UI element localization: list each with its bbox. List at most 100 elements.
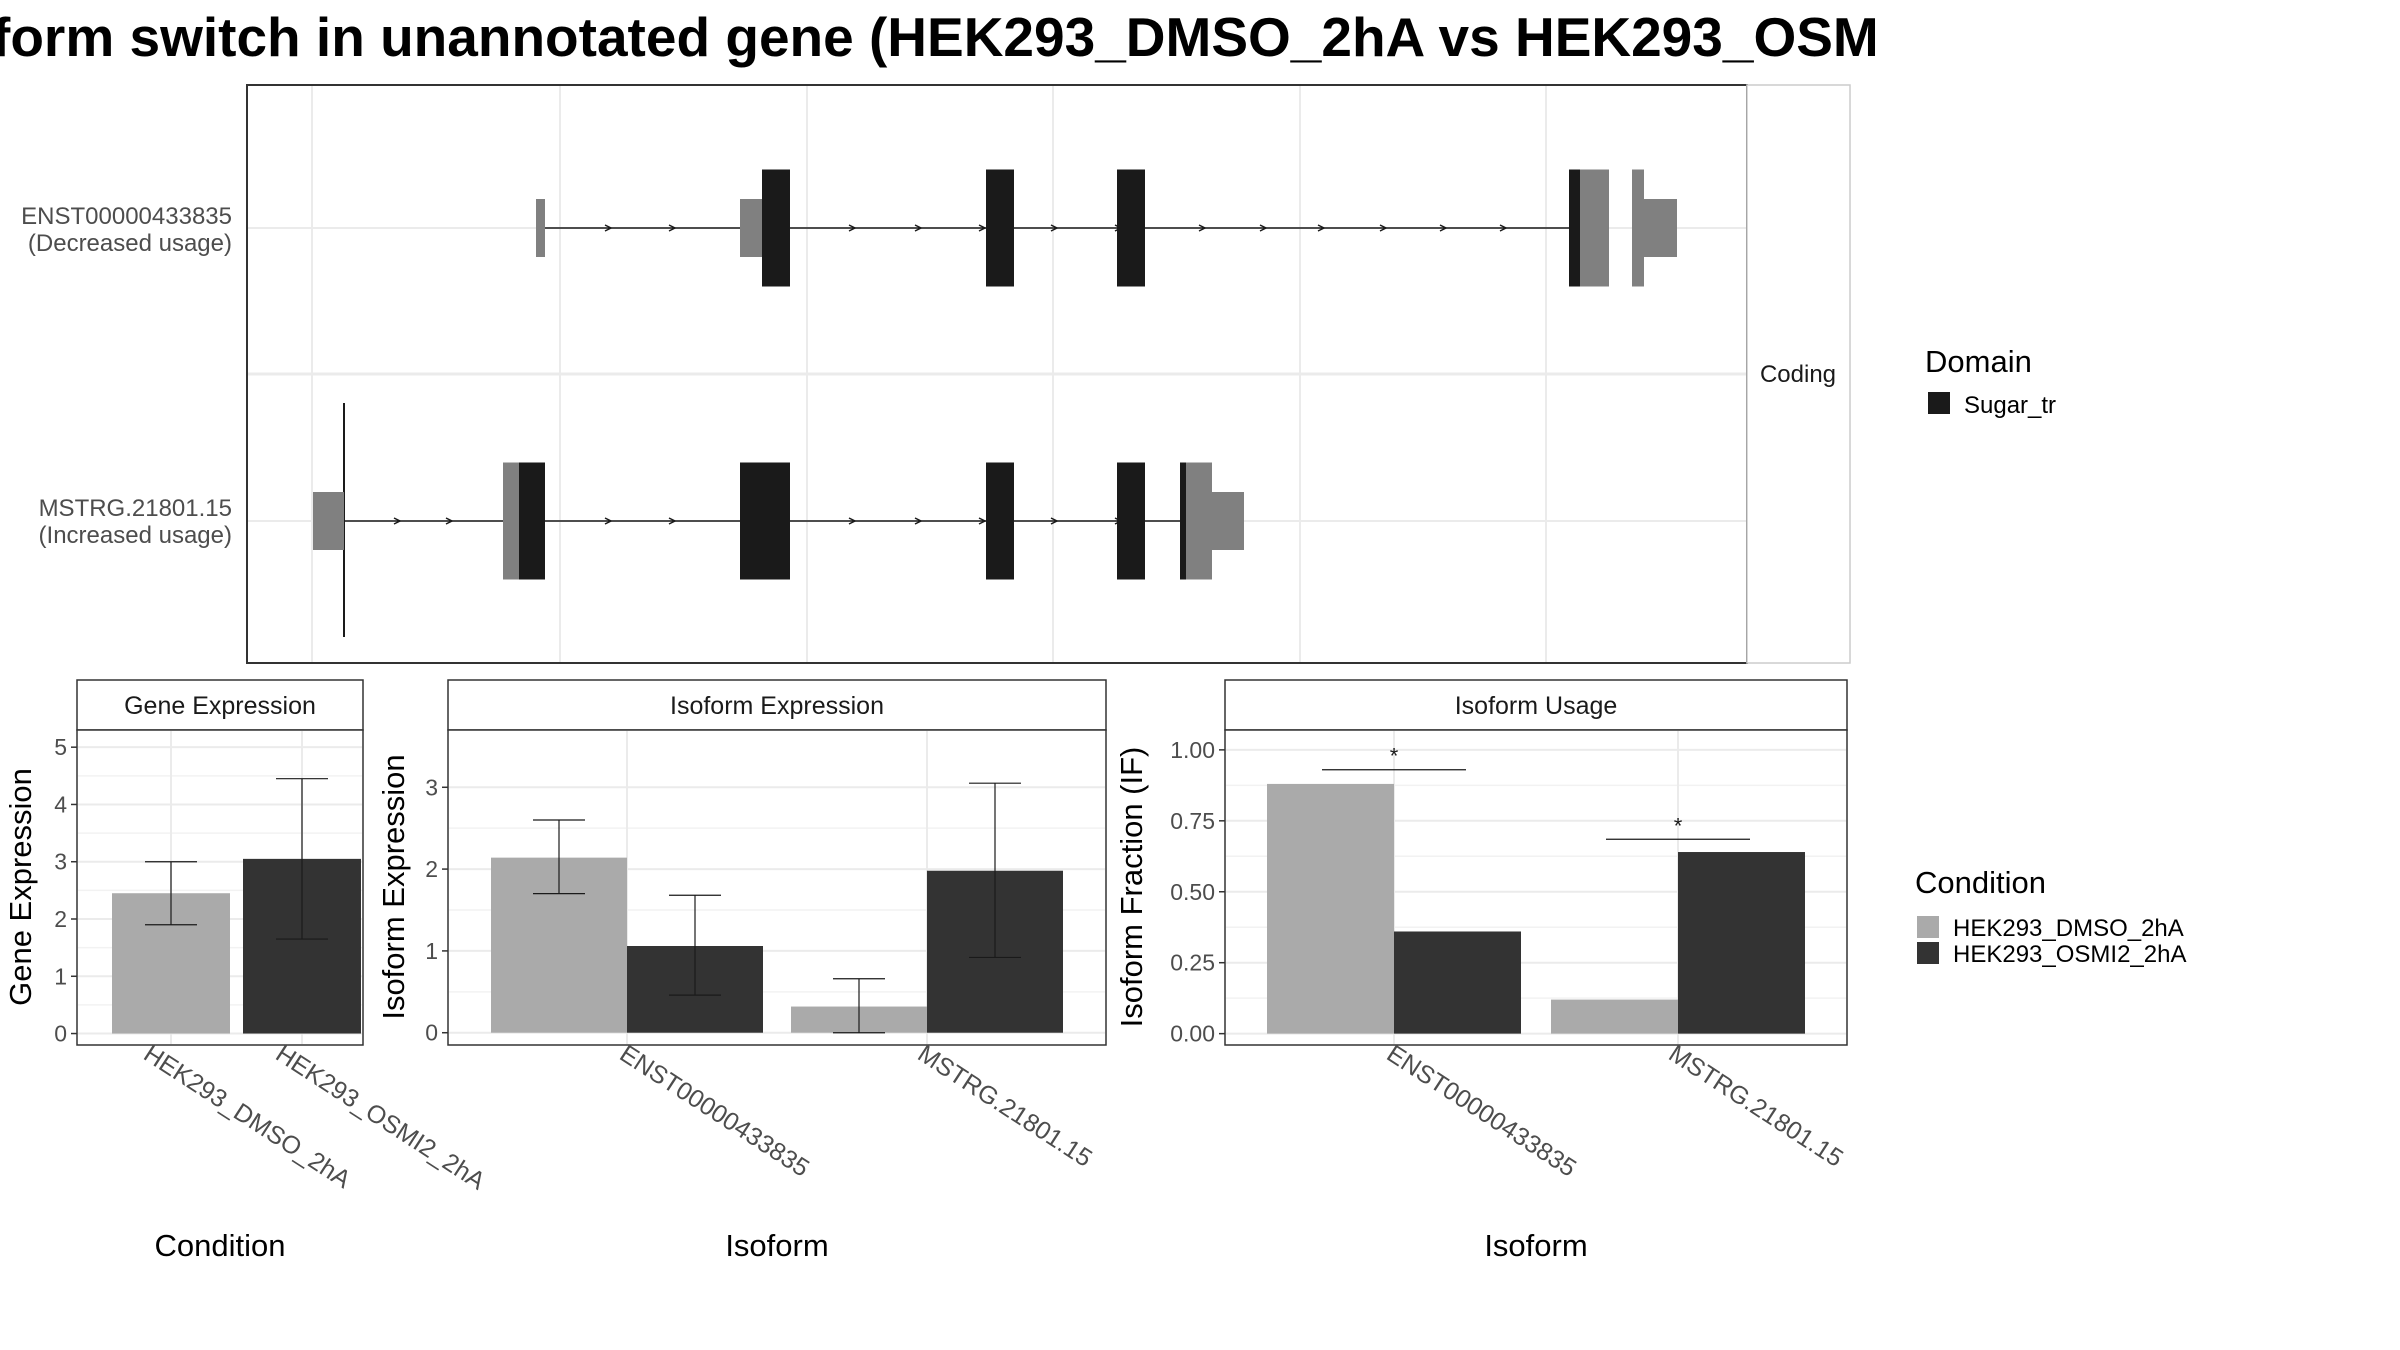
- exon-domain: [519, 462, 545, 580]
- isoform-label-1: ENST00000433835: [21, 203, 232, 230]
- intron-arrow: [668, 224, 677, 232]
- y-tick-label: 0.25: [1170, 950, 1215, 976]
- intron-arrow: [1259, 224, 1268, 232]
- isoform-expression-strip: [447, 679, 1107, 731]
- isoform-expression-title: Isoform Expression: [670, 692, 884, 720]
- exon-domain: [1117, 462, 1145, 580]
- isoform-usage-xlabel: Isoform: [1484, 1228, 1587, 1263]
- isoform-usage-strip: [1224, 679, 1848, 731]
- intron-arrow: [393, 517, 402, 525]
- significance-star: *: [1674, 813, 1683, 838]
- isoform-usage-2: (Increased usage): [39, 522, 232, 549]
- facet-strip-label: Coding: [1760, 361, 1836, 388]
- intron-arrow: [1439, 224, 1448, 232]
- y-tick-label: 1: [425, 938, 438, 964]
- intron-arrow: [445, 517, 454, 525]
- y-tick-label: 0.75: [1170, 808, 1215, 834]
- bar-HEK293_OSMI2_2hA-ENST00000433835: [1394, 931, 1521, 1034]
- exon-domain: [1569, 169, 1580, 287]
- isoform-expression-y-axis: 0 1 2 3: [425, 774, 448, 1046]
- exon-utr: [1644, 199, 1677, 257]
- isoform-usage-1: (Decreased usage): [28, 230, 232, 257]
- exon-utr: [313, 492, 344, 550]
- isoform-expression-xtick-2: MSTRG.21801.15: [913, 1040, 1097, 1173]
- intron-arrow: [604, 517, 613, 525]
- exon-domain: [986, 169, 1014, 287]
- exon-utr: [1212, 492, 1244, 550]
- facet-strip: [1746, 84, 1851, 664]
- exon-domain: [1180, 462, 1186, 580]
- intron-arrow: [914, 224, 923, 232]
- intron-arrow: [848, 517, 857, 525]
- gene-expression-xtick-2: HEK293_OSMI2_2hA: [271, 1040, 490, 1196]
- y-tick-label: 1.00: [1170, 737, 1215, 763]
- y-tick-label: 3: [54, 849, 67, 875]
- isoform-expression-xlabel: Isoform: [725, 1228, 828, 1263]
- transcript-panel: Coding ENST00000433835 (Decreased usage)…: [21, 84, 1851, 664]
- exon-utr: [536, 199, 545, 257]
- intron-arrow: [604, 224, 613, 232]
- intron-arrow: [668, 517, 677, 525]
- exon-domain: [1117, 169, 1145, 287]
- bar-HEK293_DMSO_2hA-ENST00000433835: [1267, 783, 1394, 1034]
- isoform-usage-xtick-2: MSTRG.21801.15: [1664, 1040, 1848, 1173]
- isoform-expression-xtick-1: ENST00000433835: [615, 1040, 814, 1183]
- bar-HEK293_DMSO_2hA-MSTRG.21801.15: [1551, 999, 1678, 1034]
- y-tick-label: 2: [425, 856, 438, 882]
- isoform-usage-ylabel: Isoform Fraction (IF): [1114, 747, 1149, 1028]
- isoform-usage-title: Isoform Usage: [1455, 692, 1618, 720]
- y-tick-label: 4: [54, 791, 67, 817]
- domain-legend-item: Sugar_tr: [1964, 392, 2056, 419]
- exon-utr: [1580, 169, 1609, 287]
- domain-legend-title: Domain: [1925, 344, 2032, 379]
- intron-arrow: [1499, 224, 1508, 232]
- y-tick-label: 0: [425, 1020, 438, 1046]
- intron-arrow: [1379, 224, 1388, 232]
- exon-domain: [986, 462, 1014, 580]
- y-tick-label: 0.00: [1170, 1021, 1215, 1047]
- isoform-usage-xtick-1: ENST00000433835: [1382, 1040, 1581, 1183]
- condition-legend-swatch-dmso: [1917, 916, 1939, 938]
- intron-arrow: [914, 517, 923, 525]
- domain-legend: Domain Sugar_tr: [1925, 344, 2056, 419]
- exon-utr: [1186, 462, 1212, 580]
- gene-expression-strip: [76, 679, 364, 731]
- y-tick-label: 0.50: [1170, 879, 1215, 905]
- exon-domain: [740, 462, 790, 580]
- gene-expression-xlabel: Condition: [155, 1228, 286, 1263]
- y-tick-label: 2: [54, 906, 67, 932]
- condition-legend-title: Condition: [1915, 865, 2046, 900]
- exon-utr: [1632, 169, 1644, 287]
- isoform-usage-y-axis: 0.00 0.25 0.50 0.75 1.00: [1170, 737, 1225, 1047]
- exon-utr: [740, 199, 765, 257]
- exon-domain: [762, 169, 790, 287]
- transcript-structures: [313, 169, 1677, 637]
- intron-arrow: [1198, 224, 1207, 232]
- gene-expression-bars: [112, 778, 361, 1034]
- isoform-label-2: MSTRG.21801.15: [39, 495, 232, 522]
- condition-legend: Condition HEK293_DMSO_2hA HEK293_OSMI2_2…: [1915, 865, 2186, 968]
- isoform-usage-bars: **: [1267, 744, 1805, 1034]
- significance-star: *: [1390, 744, 1399, 769]
- y-tick-label: 5: [54, 734, 67, 760]
- exon-utr: [503, 462, 519, 580]
- gene-expression-title: Gene Expression: [124, 692, 316, 720]
- intron-arrow: [978, 224, 987, 232]
- intron-arrow: [1317, 224, 1326, 232]
- isoform-usage-panel: Isoform Usage ** 0.000.250.500.751.00 EN…: [1114, 679, 1848, 1263]
- bar-HEK293_OSMI2_2hA-MSTRG.21801.15: [1678, 852, 1805, 1034]
- condition-legend-swatch-osmi: [1917, 942, 1939, 964]
- gene-expression-y-axis: 0 1 2 3 4 5: [54, 734, 77, 1047]
- isoform-expression-ylabel: Isoform Expression: [376, 754, 411, 1019]
- y-tick-label: 1: [54, 963, 67, 989]
- y-tick-label: 0: [54, 1021, 67, 1047]
- gene-expression-ylabel: Gene Expression: [3, 768, 38, 1006]
- intron-arrow: [978, 517, 987, 525]
- intron-arrow: [1050, 517, 1059, 525]
- condition-legend-item-dmso: HEK293_DMSO_2hA: [1953, 915, 2184, 942]
- intron-arrow: [1050, 224, 1059, 232]
- figure-title: form switch in unannotated gene (HEK293_…: [0, 6, 1879, 68]
- isoform-expression-bars: [491, 782, 1063, 1034]
